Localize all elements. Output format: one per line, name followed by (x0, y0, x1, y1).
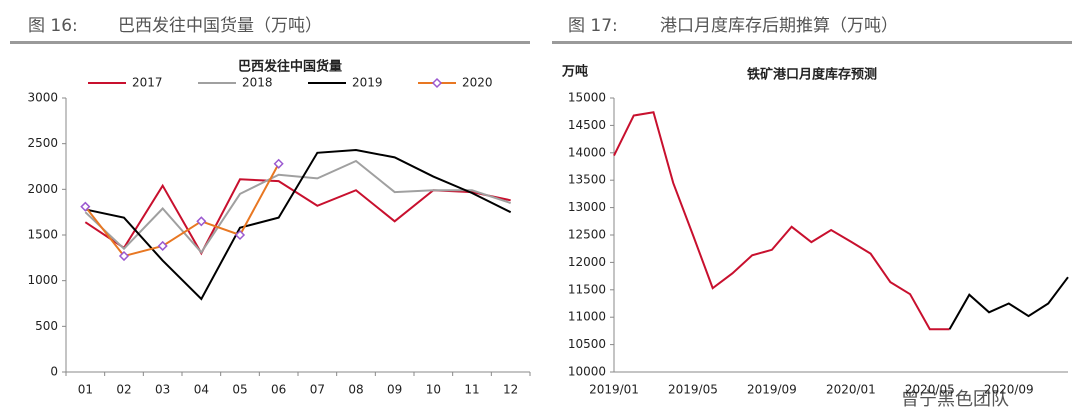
legend-label: 2017 (132, 76, 163, 90)
figure-title: 巴西发往中国货量（万吨） (118, 16, 322, 36)
y-tick-label: 13000 (568, 200, 606, 214)
y-tick-label: 13500 (568, 173, 606, 187)
point-marker (118, 250, 130, 262)
header-rule (10, 41, 530, 44)
series-line (613, 111, 950, 331)
y-tick-label: 11500 (568, 282, 606, 296)
x-tick-label: 01 (78, 383, 93, 397)
x-tick-label: 12 (503, 383, 518, 397)
series-line (84, 159, 511, 254)
x-tick-label: 08 (348, 383, 363, 397)
x-tick-label: 09 (387, 383, 402, 397)
x-tick-label: 06 (271, 383, 286, 397)
legend-label: 2018 (242, 76, 273, 90)
figure-label: 图 17: (568, 16, 618, 36)
chart-title: 巴西发往中国货量 (238, 59, 342, 75)
watermark: 曾宁黑色团队 (901, 389, 1009, 410)
x-tick-label: 05 (232, 383, 247, 397)
point-marker (157, 240, 168, 252)
y-tick-label: 14000 (568, 145, 606, 159)
legend-label: 2019 (352, 76, 383, 90)
x-tick-label: 03 (155, 383, 170, 397)
x-tick-label: 04 (194, 383, 209, 397)
y-tick-label: 500 (35, 319, 58, 333)
series-line (948, 276, 1069, 330)
y-tick-label: 10000 (568, 365, 606, 379)
y-tick-label: 12000 (568, 255, 606, 269)
y-tick-label: 2500 (27, 136, 58, 150)
y-tick-label: 12500 (568, 228, 606, 242)
x-tick-label: 2020/05 (905, 383, 955, 397)
x-tick-label: 2019/09 (747, 383, 797, 397)
point-marker (80, 201, 91, 212)
series-line (85, 149, 512, 301)
y-tick-label: 11000 (568, 310, 606, 324)
y-tick-label: 2000 (27, 182, 58, 196)
x-tick-label: 2019/01 (589, 383, 639, 397)
header-rule (552, 41, 1072, 44)
figure-title: 港口月度库存后期推算（万吨） (660, 16, 898, 36)
x-tick-label: 2020/01 (826, 383, 876, 397)
x-tick-label: 2020/09 (984, 383, 1034, 397)
legend-marker (431, 77, 443, 89)
chart-title: 铁矿港口月度库存预测 (746, 67, 877, 83)
point-marker (273, 158, 284, 169)
point-marker (196, 216, 207, 227)
legend-label: 2020 (462, 76, 493, 90)
y-tick-label: 10500 (568, 337, 606, 351)
y-axis-label: 万吨 (561, 64, 588, 80)
y-tick-label: 1500 (27, 228, 58, 242)
figure-label: 图 16: (28, 16, 78, 36)
x-tick-label: 02 (116, 383, 131, 397)
y-tick-label: 1000 (27, 273, 58, 287)
x-tick-label: 11 (464, 383, 479, 397)
y-tick-label: 3000 (27, 91, 58, 105)
y-tick-label: 0 (50, 365, 58, 379)
x-tick-label: 2019/05 (668, 383, 718, 397)
x-tick-label: 10 (426, 383, 441, 397)
y-tick-label: 14500 (568, 118, 606, 132)
point-marker (234, 229, 246, 241)
x-tick-label: 07 (310, 383, 325, 397)
y-tick-label: 15000 (568, 91, 606, 105)
series-line (84, 163, 280, 258)
